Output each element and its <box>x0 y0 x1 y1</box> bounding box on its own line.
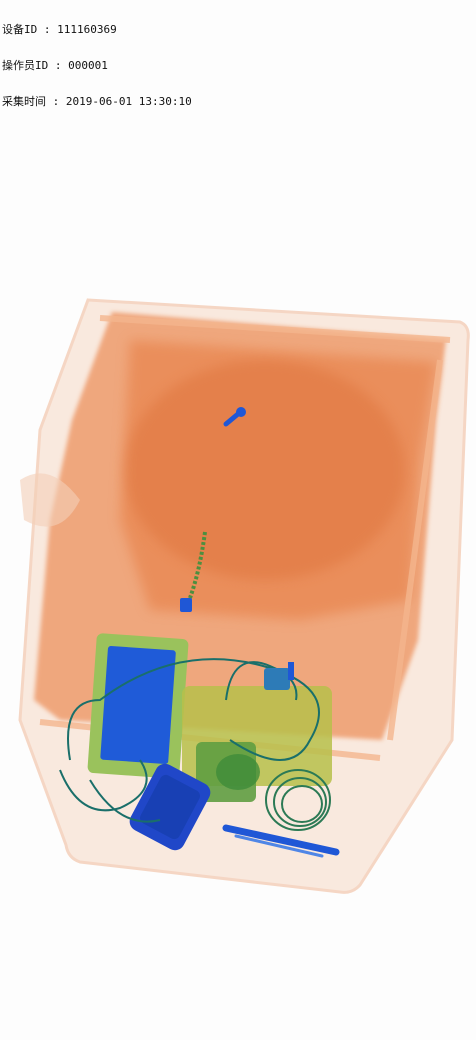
zipper-icon <box>180 531 207 612</box>
electronics-cluster <box>182 686 332 802</box>
plug-icon <box>264 662 294 690</box>
capture-time-line: 采集时间 : 2019-06-01 13:30:10 <box>2 95 192 108</box>
device-id-label: 设备ID <box>2 23 38 36</box>
bag-strap <box>20 473 80 527</box>
tablet-icon <box>87 633 189 779</box>
capture-time-value: 2019-06-01 13:30:10 <box>65 95 192 108</box>
operator-id-line: 操作员ID : 000001 <box>2 59 108 72</box>
power-adapter-icon <box>129 763 211 851</box>
pen-icon <box>222 824 340 858</box>
clothing-fold <box>125 360 405 580</box>
cable-coil-icon <box>265 769 331 831</box>
zipper-pull-icon <box>223 407 246 427</box>
scan-metadata: 设备ID : 111160369 操作员ID : 000001 采集时间 : 2… <box>2 0 192 120</box>
capture-time-label: 采集时间 <box>2 95 46 108</box>
device-id-line: 设备ID : 111160369 <box>2 23 117 36</box>
operator-id-label: 操作员ID <box>2 59 49 72</box>
operator-id-value: 000001 <box>68 59 108 72</box>
wire-bundle <box>59 658 320 823</box>
device-id-value: 111160369 <box>57 23 117 36</box>
